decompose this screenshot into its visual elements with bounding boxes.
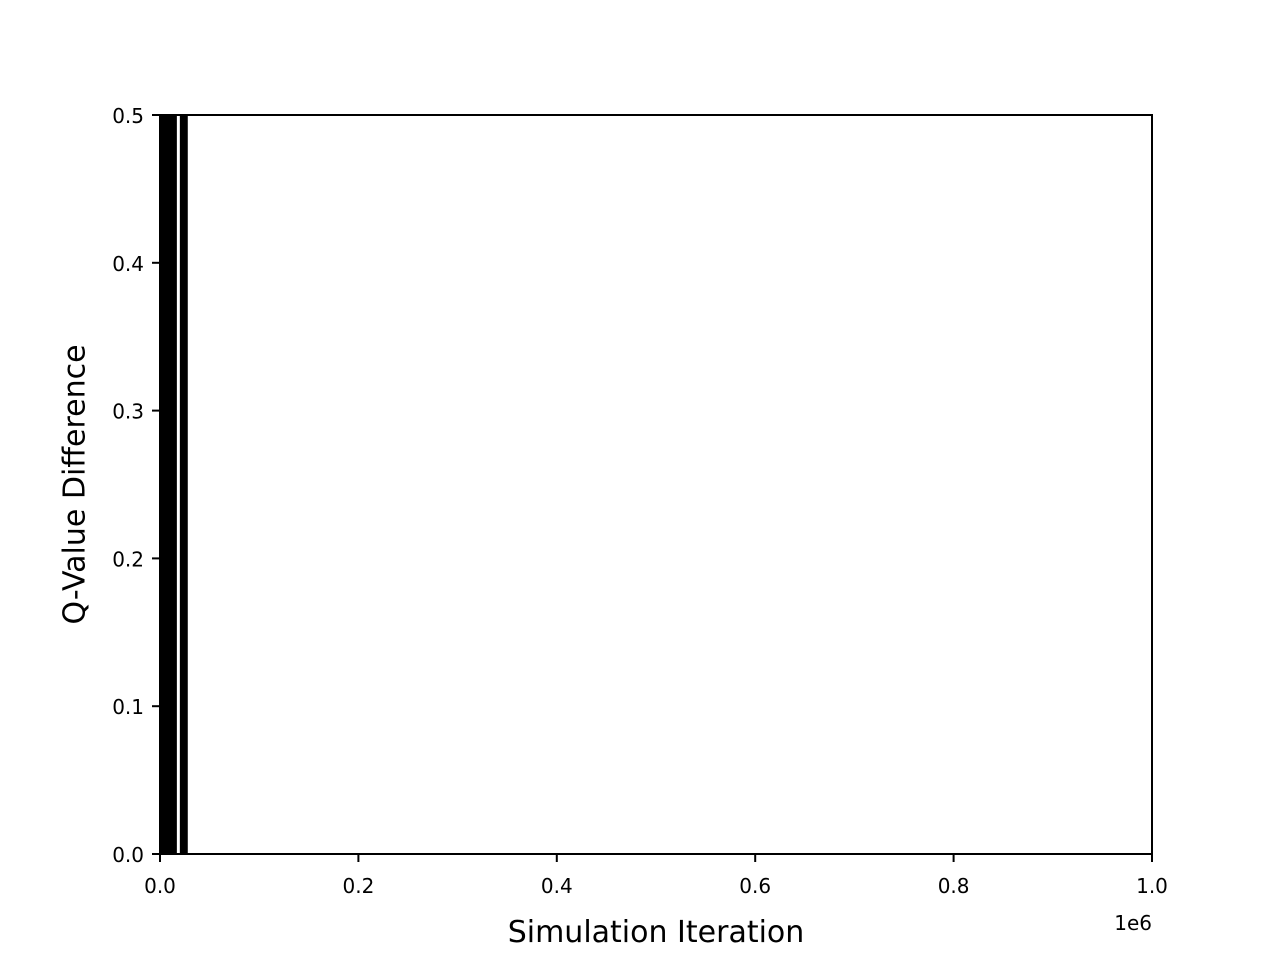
plot-frame <box>159 114 1153 855</box>
bars-layer <box>160 115 188 854</box>
x-tick-label: 1.0 <box>1136 874 1168 898</box>
bar <box>179 115 188 854</box>
x-tick-label: 0.4 <box>541 874 573 898</box>
x-axis-label: Simulation Iteration <box>508 915 805 950</box>
x-tick-label: 0.6 <box>739 874 771 898</box>
x-tick-label: 0.8 <box>938 874 970 898</box>
y-tick-label: 0.5 <box>112 104 144 128</box>
y-axis-label: Q-Value Difference <box>58 344 93 624</box>
x-axis-offset-label: 1e6 <box>1114 911 1152 935</box>
y-tick-label: 0.1 <box>112 695 144 719</box>
bar <box>160 115 177 854</box>
x-tick-label: 0.2 <box>342 874 374 898</box>
y-tick-label: 0.3 <box>112 400 144 424</box>
x-tick-label: 0.0 <box>144 874 176 898</box>
y-axis: 0.0 0.1 0.2 0.3 0.4 0.5 <box>112 104 160 867</box>
y-tick-label: 0.4 <box>112 252 144 276</box>
y-tick-label: 0.2 <box>112 547 144 571</box>
x-axis: 0.0 0.2 0.4 0.6 0.8 1.0 <box>144 854 1168 898</box>
y-tick-label: 0.0 <box>112 843 144 867</box>
